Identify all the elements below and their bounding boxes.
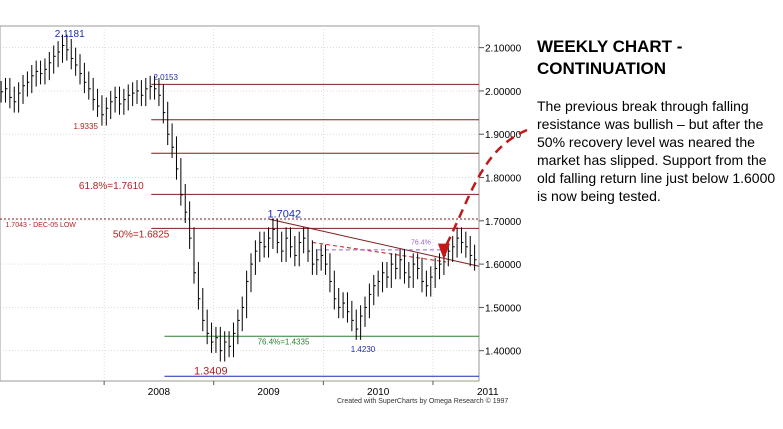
x-tick-label: 2008 (148, 387, 171, 398)
price-levels (0, 83, 479, 377)
x-axis-ticks: 2008 2009 2010 2011 (103, 381, 499, 398)
annotation-label: 2.1181 (55, 29, 85, 40)
x-tick-label: 2009 (257, 387, 280, 398)
y-tick-label: 1.80000 (485, 174, 522, 185)
y-tick-label: 2.10000 (485, 44, 522, 55)
arrow-head (437, 243, 450, 260)
price-bars (0, 34, 477, 362)
y-tick-label: 1.50000 (485, 303, 522, 314)
annotations: 2.1181 2.0153 1.9335 61.8%=1.7610 1.7043 - D… (5, 29, 430, 378)
commentary-panel: WEEKLY CHART - CONTINUATION The previous… (537, 36, 777, 205)
plot-frame (0, 25, 480, 382)
grid (0, 26, 479, 381)
annotation-label: 1.7042 (267, 208, 301, 220)
y-tick-label: 1.40000 (485, 347, 522, 358)
y-tick-label: 1.60000 (485, 260, 522, 271)
trend-line (312, 241, 447, 263)
panel-body: The previous break through falling resis… (537, 98, 776, 204)
annotation-label: 1.4230 (351, 345, 376, 354)
software-credit: Created with SuperCharts by Omega Resear… (337, 398, 509, 405)
annotation-label: 50%=1.6825 (113, 229, 170, 240)
y-tick-label: 1.90000 (485, 130, 522, 141)
panel-title: WEEKLY CHART - CONTINUATION (537, 37, 683, 78)
annotation-label: 2.0153 (153, 73, 178, 82)
annotation-label: 61.8%=1.7610 (79, 181, 144, 192)
y-tick-label: 1.70000 (485, 217, 522, 228)
price-chart: 2.1181 2.0153 1.9335 61.8%=1.7610 1.7043 - D… (0, 25, 528, 398)
x-tick-label: 2011 (477, 387, 499, 398)
annotation-label: 1.7043 - DEC-05 LOW (5, 222, 76, 229)
annotation-label: 1.9335 (73, 122, 98, 131)
dashed-arrow-path (442, 128, 528, 251)
annotation-label: 76.4% (411, 240, 431, 247)
annotation-label: 1.3409 (194, 366, 228, 378)
trend-arrow (437, 128, 528, 260)
x-tick-label: 2010 (367, 387, 390, 398)
y-axis-ticks: 1.40000 1.50000 1.60000 1.70000 1.80000 1.900… (479, 44, 522, 358)
y-tick-label: 2.00000 (485, 87, 522, 98)
annotation-label: 76.4%=1.4335 (258, 338, 310, 347)
